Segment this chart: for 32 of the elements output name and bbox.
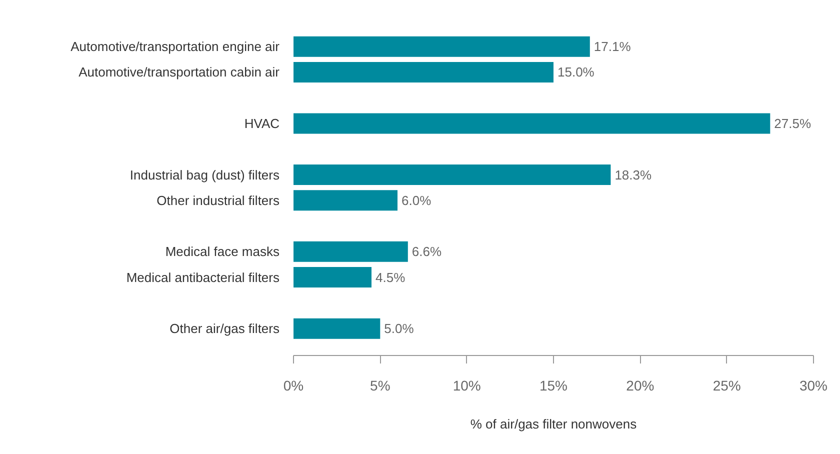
- x-tick-label: 0%: [283, 378, 304, 394]
- bar: [294, 241, 408, 262]
- data-label: 27.5%: [774, 116, 812, 131]
- x-tick-label: 20%: [626, 378, 654, 394]
- y-tick-label: Automotive/transportation engine air: [70, 39, 280, 54]
- y-tick-label: Medical antibacterial filters: [126, 270, 280, 285]
- bar: [294, 318, 380, 339]
- data-label: 6.0%: [402, 192, 432, 208]
- x-tick-label: 10%: [452, 378, 481, 394]
- data-label: 4.5%: [376, 270, 406, 285]
- x-axis-title: % of air/gas filter nonwovens: [470, 416, 638, 432]
- bar: [294, 62, 554, 82]
- x-tick-label: 15%: [539, 378, 568, 394]
- bar: [294, 267, 372, 288]
- data-label: 5.0%: [384, 321, 414, 336]
- y-tick-label: Other industrial filters: [156, 192, 280, 208]
- data-label: 18.3%: [614, 167, 652, 182]
- data-label: 15.0%: [558, 64, 595, 80]
- y-tick-label: Medical face masks: [165, 244, 280, 260]
- bar: [294, 36, 590, 57]
- y-tick-label: Other air/gas filters: [170, 321, 280, 336]
- x-tick-label: 30%: [799, 378, 828, 394]
- bar: [294, 190, 398, 211]
- x-tick-label: 5%: [370, 378, 390, 394]
- bar: [294, 113, 770, 134]
- y-tick-label: HVAC: [244, 116, 280, 131]
- data-label: 6.6%: [412, 244, 442, 260]
- y-tick-label: Automotive/transportation cabin air: [78, 64, 280, 80]
- data-label: 17.1%: [594, 39, 632, 54]
- bar: [294, 164, 611, 186]
- y-tick-label: Industrial bag (dust) filters: [130, 167, 280, 182]
- x-tick-label: 25%: [712, 378, 741, 394]
